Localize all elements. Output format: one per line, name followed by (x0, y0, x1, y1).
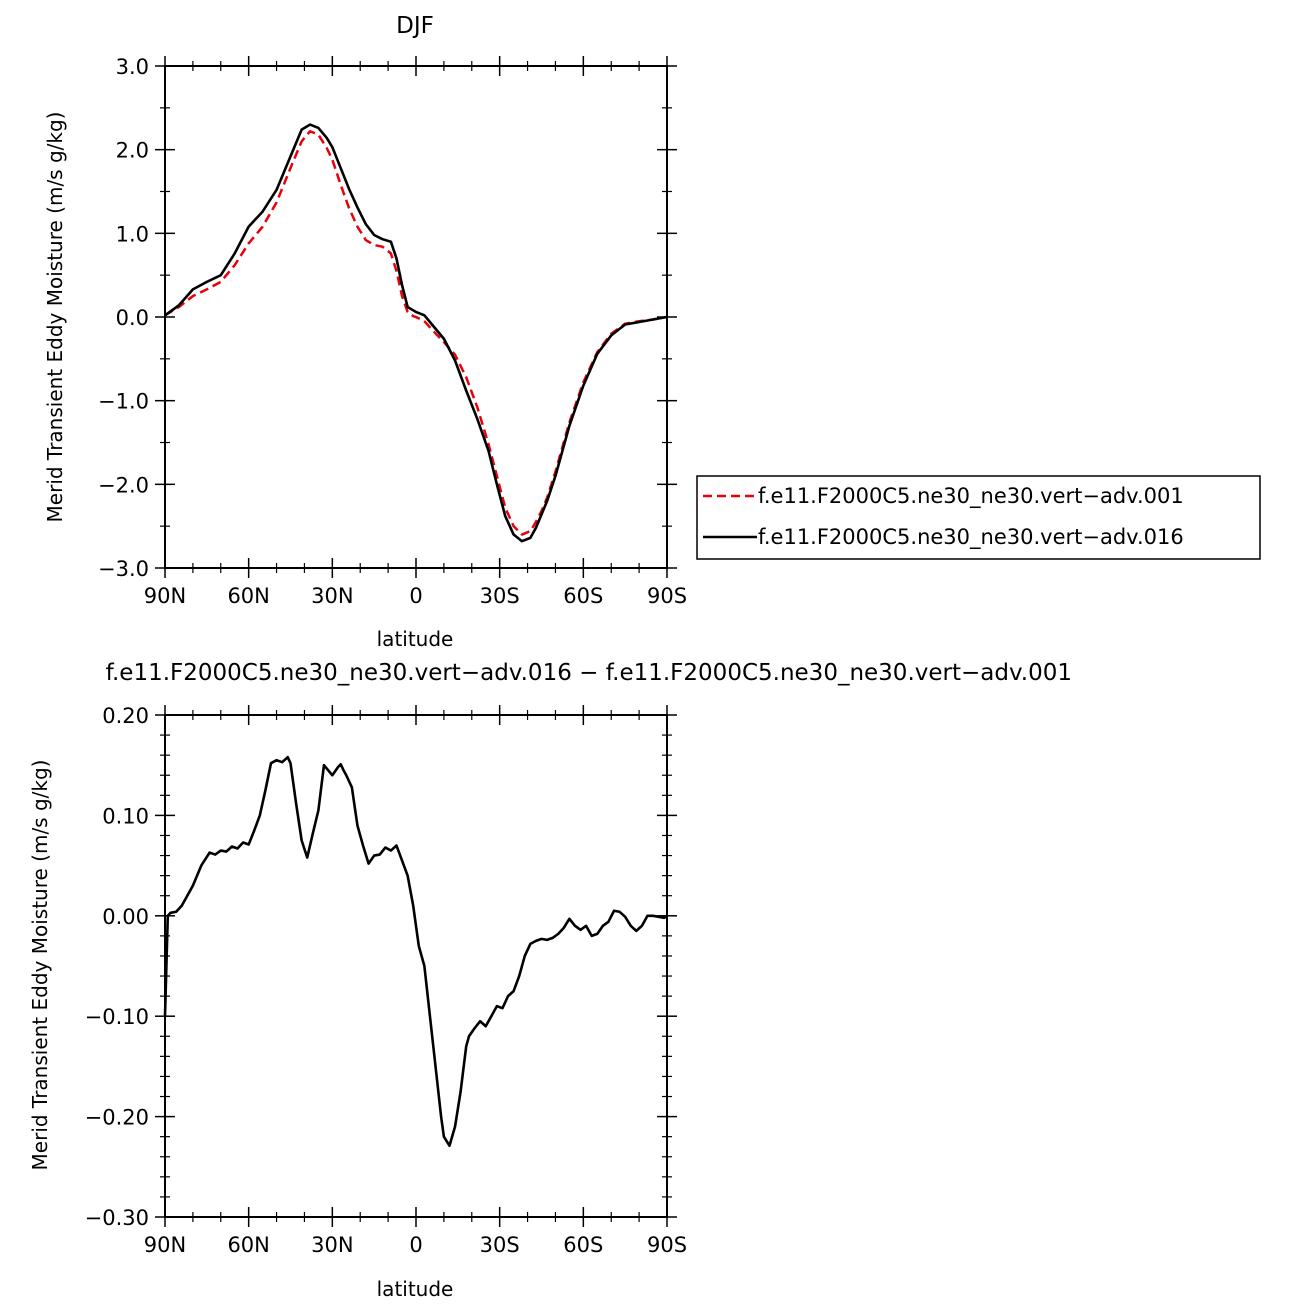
panel1-x-tick-label: 60S (563, 1233, 603, 1257)
panel0-series-line-1 (164, 123, 668, 543)
panel0-y-tick-label: −3.0 (98, 557, 149, 581)
top-panel-title: DJF (396, 13, 434, 39)
legend-entry-001: f.e11.F2000C5.ne30_ne30.vert−adv.001 (758, 484, 1184, 509)
top-panel-series (164, 123, 668, 543)
bottom-panel-title: f.e11.F2000C5.ne30_ne30.vert−adv.016 − f… (106, 660, 1072, 686)
panel0-series-line-0 (164, 130, 668, 536)
panel0-y-tick-label: 1.0 (116, 222, 149, 246)
panel1-y-tick-label: −0.30 (85, 1206, 149, 1230)
legend-entry-016: f.e11.F2000C5.ne30_ne30.vert−adv.016 (758, 525, 1184, 550)
panel0-x-tick-label: 30N (311, 584, 353, 608)
panel1-series-line-0 (163, 755, 668, 1148)
panel1-x-tick-label: 30N (311, 1233, 353, 1257)
bottom-panel-ticks: 90N 60N 30N 0 30S 60S 90S −0.30 −0.20 −0.10 0.00 0.… (85, 704, 687, 1257)
legend-box (696, 475, 1261, 560)
panel1-x-tick-label: 30S (480, 1233, 520, 1257)
top-panel-y-axis-label: Merid Transient Eddy Moisture (m/s g/kg) (43, 112, 67, 523)
panel0-x-tick-label: 60S (563, 584, 603, 608)
bottom-panel: f.e11.F2000C5.ne30_ne30.vert−adv.016 − f… (28, 660, 1072, 1301)
panel1-x-tick-label: 90N (144, 1233, 186, 1257)
panel1-y-tick-label: 0.10 (102, 804, 149, 828)
bottom-panel-series (163, 755, 668, 1148)
panel0-y-tick-label: 3.0 (116, 55, 149, 79)
bottom-panel-x-axis-label: latitude (377, 1277, 454, 1301)
panel0-x-tick-label: 90S (647, 584, 687, 608)
panel1-y-tick-label: 0.20 (102, 704, 149, 728)
panel0-x-tick-label: 0 (409, 584, 422, 608)
top-panel: DJF latitude Merid Transient Eddy Moistu… (43, 13, 687, 651)
panel0-x-tick-label: 60N (227, 584, 269, 608)
top-panel-x-axis-label: latitude (377, 627, 454, 651)
panel1-x-tick-label: 90S (647, 1233, 687, 1257)
bottom-panel-y-axis-label: Merid Transient Eddy Moisture (m/s g/kg) (28, 760, 52, 1171)
panel0-x-tick-label: 30S (480, 584, 520, 608)
panel1-x-tick-label: 0 (409, 1233, 422, 1257)
panel1-x-tick-label: 60N (227, 1233, 269, 1257)
panel0-x-tick-label: 90N (144, 584, 186, 608)
panel1-y-tick-label: −0.20 (85, 1106, 149, 1130)
top-panel-ticks: 90N 60N 30N 0 30S 60S 90S −3.0 −2.0 −1.0 0.0 1.0 2.0… (98, 55, 687, 608)
panel0-y-tick-label: 2.0 (116, 139, 149, 163)
panel0-y-tick-label: −2.0 (98, 473, 149, 497)
panel0-y-tick-label: −1.0 (98, 390, 149, 414)
panel0-y-tick-label: 0.0 (116, 306, 149, 330)
bottom-panel-frame (164, 714, 668, 1218)
panel1-y-tick-label: 0.00 (102, 905, 149, 929)
panel1-y-tick-label: −0.10 (85, 1005, 149, 1029)
legend: f.e11.F2000C5.ne30_ne30.vert−adv.001 f.e… (696, 475, 1261, 560)
